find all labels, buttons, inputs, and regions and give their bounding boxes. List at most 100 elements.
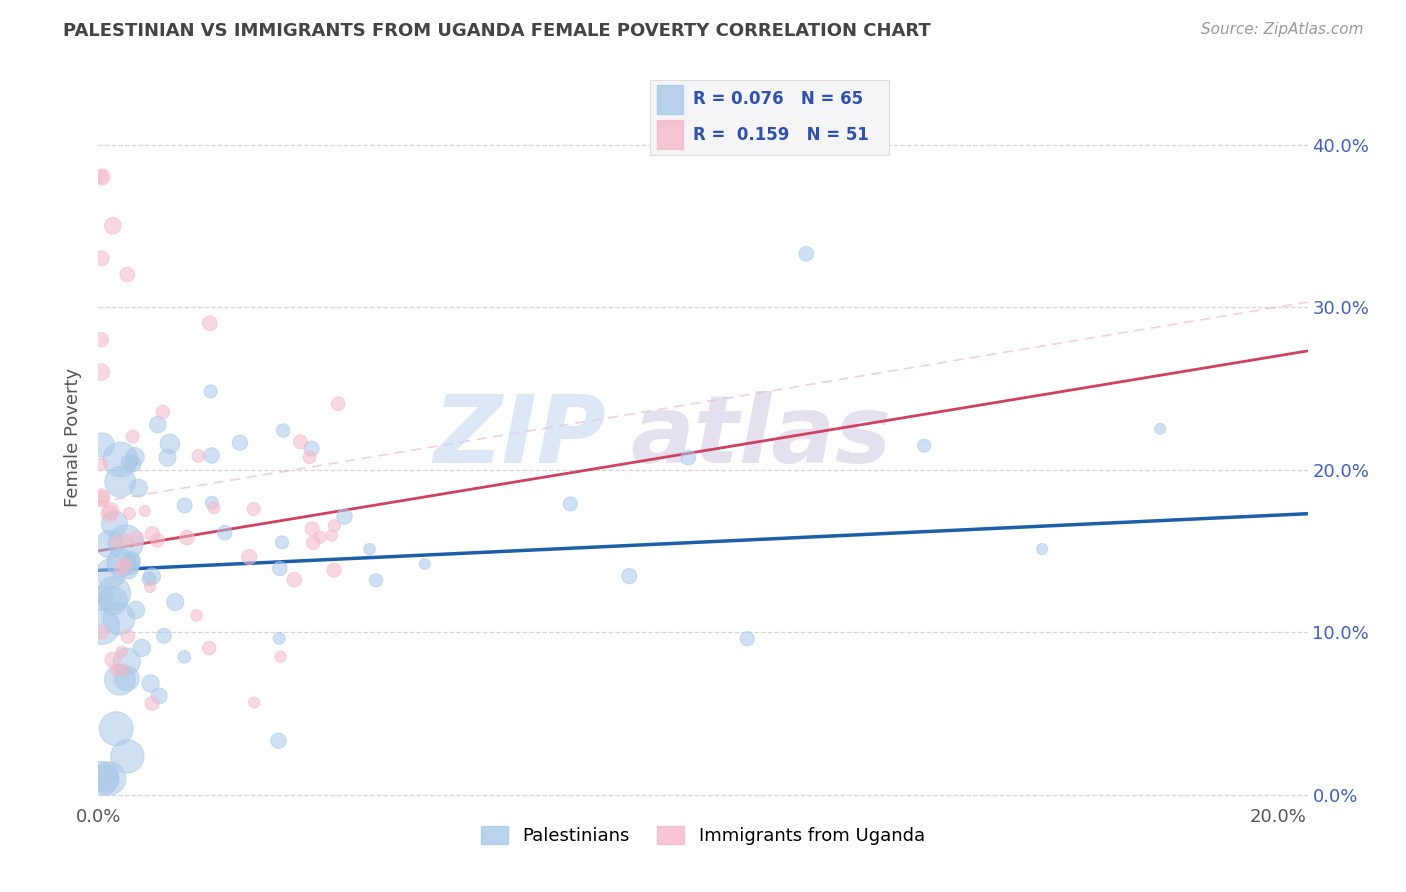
Point [176,531,198,545]
Point [619,569,641,583]
Point [108,612,131,626]
Point [139,580,162,594]
Point [134,504,156,518]
Point [125,532,148,546]
Point [152,405,174,419]
Text: Source: ZipAtlas.com: Source: ZipAtlas.com [1201,22,1364,37]
Point [115,533,138,548]
Point [735,632,758,646]
Point [90,252,112,266]
Point [290,434,312,449]
Point [112,663,135,677]
Point [238,549,260,564]
Point [114,535,136,549]
Point [105,534,128,549]
Point [1149,422,1171,436]
Point [141,569,163,583]
Point [118,455,141,469]
Point [101,594,124,608]
Point [91,438,114,452]
Y-axis label: Female Poverty: Female Poverty [65,368,83,507]
Point [186,608,208,623]
Point [90,169,112,184]
Bar [657,85,683,113]
Point [120,553,142,567]
Text: atlas: atlas [630,391,891,483]
Point [91,772,114,786]
Point [156,450,179,465]
Point [110,556,132,570]
Point [364,574,387,588]
Point [146,417,169,432]
Point [98,772,121,786]
Point [271,424,294,438]
Point [120,556,142,570]
Point [302,535,325,549]
Point [309,530,332,544]
Point [90,625,112,640]
Point [198,316,221,330]
Point [270,649,292,664]
Point [117,562,139,576]
Point [141,526,163,541]
Point [115,672,138,686]
Point [90,333,112,347]
Point [187,449,209,463]
Point [98,537,121,551]
Point [122,457,145,471]
Point [271,535,294,549]
Point [165,595,187,609]
Point [90,491,112,506]
Point [105,722,128,736]
Point [103,516,125,531]
Point [301,522,323,536]
Point [146,533,169,548]
Point [269,561,291,575]
Point [413,557,436,571]
Point [323,518,346,533]
Point [115,268,138,282]
Point [301,442,323,456]
Point [118,507,141,521]
Point [125,603,148,617]
Text: R =  0.159   N = 51: R = 0.159 N = 51 [693,126,869,144]
Point [121,429,143,443]
Point [148,689,170,703]
Point [200,449,222,463]
Point [100,504,122,518]
Point [159,437,181,451]
Point [1031,542,1053,557]
Legend: Palestinians, Immigrants from Uganda: Palestinians, Immigrants from Uganda [474,819,932,852]
Point [108,673,131,687]
Point [323,563,346,577]
Point [110,452,132,467]
Point [110,475,132,489]
Point [201,496,224,510]
Point [269,632,291,646]
Point [94,772,117,786]
Point [678,450,700,465]
Point [267,733,290,747]
Point [243,696,266,710]
Text: R = 0.076   N = 65: R = 0.076 N = 65 [693,90,863,108]
Text: ZIP: ZIP [433,391,606,483]
Point [141,697,163,711]
Point [90,457,112,471]
Point [91,169,114,184]
Point [198,641,221,656]
Point [321,528,343,542]
Point [124,450,146,464]
Point [200,384,222,399]
Point [229,435,252,450]
Point [298,450,321,465]
Point [110,561,132,575]
Point [105,663,128,677]
Point [90,490,112,504]
Point [912,439,935,453]
Point [101,219,124,233]
Point [120,558,142,573]
Point [333,509,356,524]
Point [794,246,817,260]
Point [90,619,112,633]
Point [173,649,195,664]
